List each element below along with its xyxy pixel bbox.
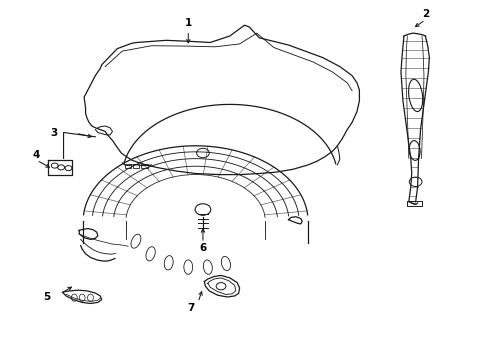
Bar	[133, 164, 139, 168]
Text: 4: 4	[33, 150, 41, 160]
Text: 6: 6	[199, 243, 206, 253]
Bar	[406, 201, 421, 206]
Ellipse shape	[79, 294, 85, 301]
Text: 3: 3	[50, 128, 57, 138]
Ellipse shape	[183, 260, 192, 274]
Ellipse shape	[87, 294, 93, 301]
Text: 7: 7	[186, 303, 194, 313]
Ellipse shape	[145, 247, 155, 261]
Text: 5: 5	[43, 292, 50, 302]
Ellipse shape	[71, 294, 77, 301]
Ellipse shape	[131, 234, 141, 248]
Bar	[141, 164, 147, 168]
Ellipse shape	[408, 79, 422, 112]
Text: 1: 1	[184, 18, 191, 28]
Text: 2: 2	[421, 9, 428, 19]
Ellipse shape	[164, 256, 173, 270]
Ellipse shape	[221, 256, 230, 271]
Ellipse shape	[408, 141, 419, 160]
Bar	[124, 164, 131, 168]
Ellipse shape	[203, 260, 212, 274]
